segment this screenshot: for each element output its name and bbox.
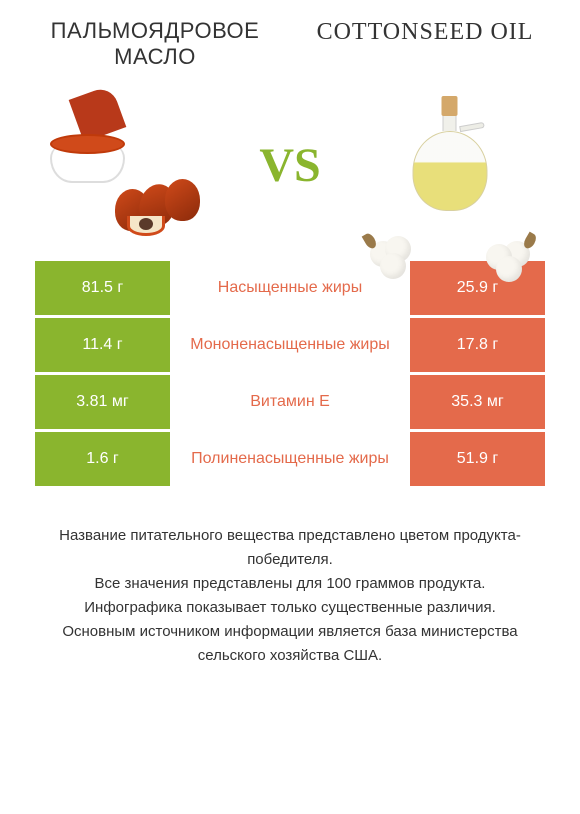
table-row: 11.4 гМононенасыщенные жиры17.8 г xyxy=(35,318,545,372)
cell-nutrient-label: Мононенасыщенные жиры xyxy=(170,318,410,372)
footnote-line: Название питательного вещества представл… xyxy=(30,524,550,572)
cell-left-value: 1.6 г xyxy=(35,432,170,486)
footnote: Название питательного вещества представл… xyxy=(0,489,580,688)
images-row: VS xyxy=(0,81,580,261)
product-right-title: COTTONSEED OIL xyxy=(300,18,550,71)
footnote-line: Основным источником информации является … xyxy=(30,620,550,668)
cell-right-value: 17.8 г xyxy=(410,318,545,372)
table-row: 1.6 гПолиненасыщенные жиры51.9 г xyxy=(35,432,545,486)
cell-nutrient-label: Витамин E xyxy=(170,375,410,429)
cell-right-value: 51.9 г xyxy=(410,432,545,486)
cell-nutrient-label: Полиненасыщенные жиры xyxy=(170,432,410,486)
vs-label: VS xyxy=(259,138,320,193)
footnote-line: Инфографика показывает только существенн… xyxy=(30,596,550,620)
product-left-title: ПАЛЬМОЯДРОВОЕ МАСЛО xyxy=(30,18,280,71)
cell-left-value: 81.5 г xyxy=(35,261,170,315)
cell-left-value: 3.81 мг xyxy=(35,375,170,429)
footnote-line: Все значения представлены для 100 граммо… xyxy=(30,572,550,596)
cell-nutrient-label: Насыщенные жиры xyxy=(170,261,410,315)
header: ПАЛЬМОЯДРОВОЕ МАСЛО COTTONSEED OIL xyxy=(0,0,580,81)
cotton-oil-image xyxy=(360,86,540,246)
cell-right-value: 25.9 г xyxy=(410,261,545,315)
palm-oil-image xyxy=(40,86,220,246)
cell-left-value: 11.4 г xyxy=(35,318,170,372)
cell-right-value: 35.3 мг xyxy=(410,375,545,429)
table-row: 3.81 мгВитамин E35.3 мг xyxy=(35,375,545,429)
comparison-table: 81.5 гНасыщенные жиры25.9 г11.4 гМононен… xyxy=(0,261,580,486)
table-row: 81.5 гНасыщенные жиры25.9 г xyxy=(35,261,545,315)
